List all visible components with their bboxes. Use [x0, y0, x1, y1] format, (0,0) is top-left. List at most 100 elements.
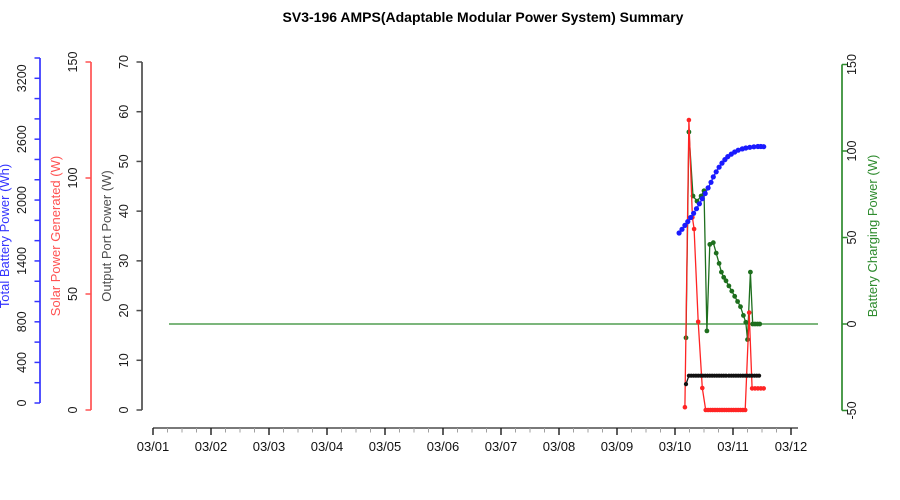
series-battery-point — [682, 222, 688, 228]
x-axis-label: 03/01 — [137, 439, 170, 454]
axis-battery-tick-label: 1400 — [15, 247, 29, 275]
series-battery-point — [685, 219, 691, 225]
series-battery-point — [735, 147, 741, 153]
series-battery-point — [719, 160, 725, 166]
series-charging-point — [732, 293, 738, 299]
series-charging-point — [726, 283, 732, 289]
x-axis-label: 03/07 — [485, 439, 518, 454]
series-charging-point — [757, 321, 763, 327]
x-axis-label: 03/05 — [369, 439, 402, 454]
x-axis-label: 03/10 — [659, 439, 692, 454]
axis-battery-tick-label: 2000 — [15, 186, 29, 214]
axis-charging: -50 0 50 100 150 Battery Charging Power (W) — [841, 54, 880, 420]
axis-output-tick-label: 70 — [117, 55, 131, 69]
series-output-point — [757, 373, 762, 378]
series-charging-point — [713, 250, 719, 256]
axis-battery-tick-label: 0 — [15, 399, 29, 406]
series-charging-point — [719, 269, 724, 275]
series-output-point — [723, 373, 729, 378]
axis-solar-tick-label: 0 — [66, 406, 80, 413]
x-axis-label: 03/11 — [717, 439, 749, 454]
series-battery-point — [708, 179, 714, 185]
series-charging-point — [704, 328, 710, 334]
axis-output-tick-label: 40 — [117, 204, 131, 218]
axis-charging-tick-label: 50 — [845, 231, 859, 245]
series-battery-point — [676, 230, 682, 236]
series-charging-point — [738, 304, 743, 310]
series-battery-point — [679, 226, 685, 232]
series-battery-point — [691, 210, 697, 216]
series-battery-point — [743, 145, 749, 151]
series-solar — [682, 117, 766, 413]
axis-charging-title: Battery Charging Power (W) — [865, 155, 880, 318]
series-charging-point — [741, 313, 746, 318]
x-axis-label: 03/03 — [253, 439, 286, 454]
axis-charging-tick-label: 100 — [845, 141, 859, 162]
x-axis-label: 03/02 — [195, 439, 228, 454]
series-output-point — [683, 382, 689, 387]
series-battery-point — [705, 185, 711, 191]
chart-title: SV3-196 AMPS(Adaptable Modular Power Sys… — [283, 9, 684, 25]
series-output — [683, 373, 762, 387]
x-axis-label: 03/06 — [427, 439, 460, 454]
x-axis: 03/01 03/02 03/03 03/04 03/05 03/06 03/07 03/08… — [137, 427, 808, 454]
series-battery-point — [702, 190, 708, 197]
axis-battery-title: Total Battery Power (Wh) — [0, 164, 12, 309]
series-battery — [676, 143, 767, 236]
series-battery-point — [747, 144, 753, 150]
series-battery-point — [693, 206, 700, 212]
axis-battery-tick-label: 3200 — [15, 64, 29, 92]
axis-output-tick-label: 10 — [117, 353, 131, 367]
axis-output-tick-label: 50 — [117, 154, 131, 168]
axis-charging-tick-label: 150 — [845, 54, 859, 75]
axis-battery-tick-label: 800 — [15, 311, 29, 332]
axis-output-tick-label: 20 — [117, 304, 131, 318]
series-battery-point — [699, 196, 705, 202]
series-charging-point — [748, 269, 753, 275]
series-solar-point — [682, 404, 688, 410]
series-battery-point — [710, 174, 716, 180]
axis-solar-title: Solar Power Generated (W) — [48, 156, 63, 316]
series-battery-point — [696, 201, 703, 207]
series-layer — [676, 117, 767, 413]
series-solar-point — [695, 319, 701, 325]
axis-solar-tick-label: 150 — [66, 52, 80, 73]
series-charging-point — [729, 288, 735, 294]
axis-output-title: Output Port Power (W) — [99, 170, 114, 301]
axis-output-tick-label: 0 — [117, 406, 131, 413]
series-battery-point — [751, 144, 757, 150]
series-solar-point — [700, 385, 705, 391]
x-axis-label: 03/12 — [775, 439, 808, 454]
series-battery-point — [761, 144, 767, 150]
series-charging-point — [735, 299, 740, 304]
series-charging-point — [723, 278, 729, 284]
axis-charging-tick-label: 0 — [845, 320, 859, 327]
axis-output: 0 10 20 30 40 50 60 70 Output Port Power (W) — [99, 55, 143, 413]
x-axis-label: 03/09 — [601, 439, 634, 454]
series-battery-point — [688, 214, 694, 221]
series-charging-point — [710, 240, 716, 246]
series-battery-point — [713, 169, 719, 175]
series-charging-point — [721, 274, 727, 280]
axis-charging-tick-label: -50 — [845, 401, 859, 419]
x-axis-label: 03/08 — [543, 439, 576, 454]
axis-solar-tick-label: 100 — [66, 168, 80, 189]
series-solar-point — [742, 407, 748, 413]
axis-battery: 0 400 800 1400 2000 2600 3200 Total Battery Pow… — [0, 57, 41, 406]
axis-output-tick-label: 30 — [117, 254, 131, 268]
series-charging — [683, 129, 763, 342]
series-solar-point — [746, 310, 752, 315]
series-solar-point — [691, 226, 697, 232]
x-axis-label: 03/04 — [311, 439, 344, 454]
series-charging-point — [743, 319, 749, 325]
axis-solar-tick-label: 50 — [66, 287, 80, 301]
series-battery-point — [716, 164, 722, 170]
series-solar-point — [686, 117, 692, 123]
series-charging-point — [716, 261, 722, 266]
axis-battery-tick-label: 2600 — [15, 125, 29, 153]
series-solar-point — [761, 386, 766, 391]
axis-output-tick-label: 60 — [117, 105, 131, 119]
